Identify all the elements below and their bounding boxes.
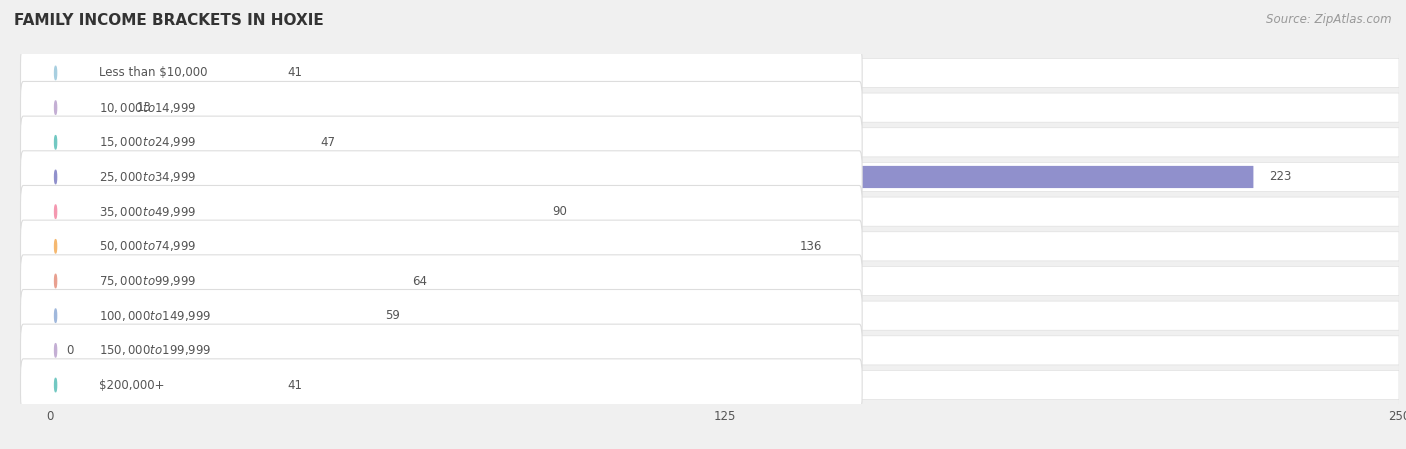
FancyBboxPatch shape	[21, 47, 862, 99]
FancyBboxPatch shape	[51, 370, 1399, 400]
FancyBboxPatch shape	[51, 270, 395, 292]
FancyBboxPatch shape	[21, 81, 862, 134]
FancyBboxPatch shape	[51, 93, 1399, 122]
FancyBboxPatch shape	[21, 290, 862, 342]
FancyBboxPatch shape	[51, 232, 1399, 261]
Text: 0: 0	[66, 344, 73, 357]
FancyBboxPatch shape	[21, 220, 862, 273]
Circle shape	[55, 170, 56, 184]
FancyBboxPatch shape	[51, 128, 1399, 157]
Circle shape	[55, 309, 56, 322]
Text: 59: 59	[385, 309, 399, 322]
Circle shape	[55, 205, 56, 218]
FancyBboxPatch shape	[51, 58, 1399, 88]
Text: 90: 90	[553, 205, 567, 218]
FancyBboxPatch shape	[51, 301, 1399, 330]
Text: $200,000+: $200,000+	[98, 379, 165, 392]
FancyBboxPatch shape	[51, 166, 1253, 188]
Text: 13: 13	[136, 101, 152, 114]
Text: 47: 47	[321, 136, 335, 149]
FancyBboxPatch shape	[51, 304, 368, 327]
FancyBboxPatch shape	[51, 235, 785, 257]
FancyBboxPatch shape	[51, 266, 1399, 295]
Circle shape	[55, 136, 56, 149]
FancyBboxPatch shape	[51, 197, 1399, 226]
Text: $25,000 to $34,999: $25,000 to $34,999	[98, 170, 197, 184]
Circle shape	[55, 240, 56, 253]
Text: $50,000 to $74,999: $50,000 to $74,999	[98, 239, 197, 253]
FancyBboxPatch shape	[51, 374, 271, 396]
Circle shape	[55, 274, 56, 288]
Text: $150,000 to $199,999: $150,000 to $199,999	[98, 343, 211, 357]
Text: 223: 223	[1270, 171, 1292, 184]
FancyBboxPatch shape	[51, 97, 121, 119]
FancyBboxPatch shape	[51, 336, 1399, 365]
FancyBboxPatch shape	[51, 131, 304, 154]
FancyBboxPatch shape	[21, 185, 862, 238]
Text: $35,000 to $49,999: $35,000 to $49,999	[98, 205, 197, 219]
Text: 64: 64	[412, 274, 426, 287]
FancyBboxPatch shape	[21, 116, 862, 168]
Circle shape	[55, 101, 56, 114]
Text: 41: 41	[288, 66, 302, 79]
FancyBboxPatch shape	[51, 201, 536, 223]
Text: $75,000 to $99,999: $75,000 to $99,999	[98, 274, 197, 288]
Circle shape	[55, 379, 56, 392]
Text: 41: 41	[288, 379, 302, 392]
Text: $10,000 to $14,999: $10,000 to $14,999	[98, 101, 197, 114]
FancyBboxPatch shape	[21, 324, 862, 377]
FancyBboxPatch shape	[51, 62, 271, 84]
Circle shape	[55, 66, 56, 79]
FancyBboxPatch shape	[21, 255, 862, 307]
FancyBboxPatch shape	[21, 359, 862, 411]
Text: FAMILY INCOME BRACKETS IN HOXIE: FAMILY INCOME BRACKETS IN HOXIE	[14, 13, 323, 28]
Text: Source: ZipAtlas.com: Source: ZipAtlas.com	[1267, 13, 1392, 26]
FancyBboxPatch shape	[21, 151, 862, 203]
Text: $100,000 to $149,999: $100,000 to $149,999	[98, 308, 211, 323]
Circle shape	[55, 343, 56, 357]
Text: $15,000 to $24,999: $15,000 to $24,999	[98, 135, 197, 150]
FancyBboxPatch shape	[51, 163, 1399, 192]
Text: 136: 136	[800, 240, 823, 253]
Text: Less than $10,000: Less than $10,000	[98, 66, 207, 79]
